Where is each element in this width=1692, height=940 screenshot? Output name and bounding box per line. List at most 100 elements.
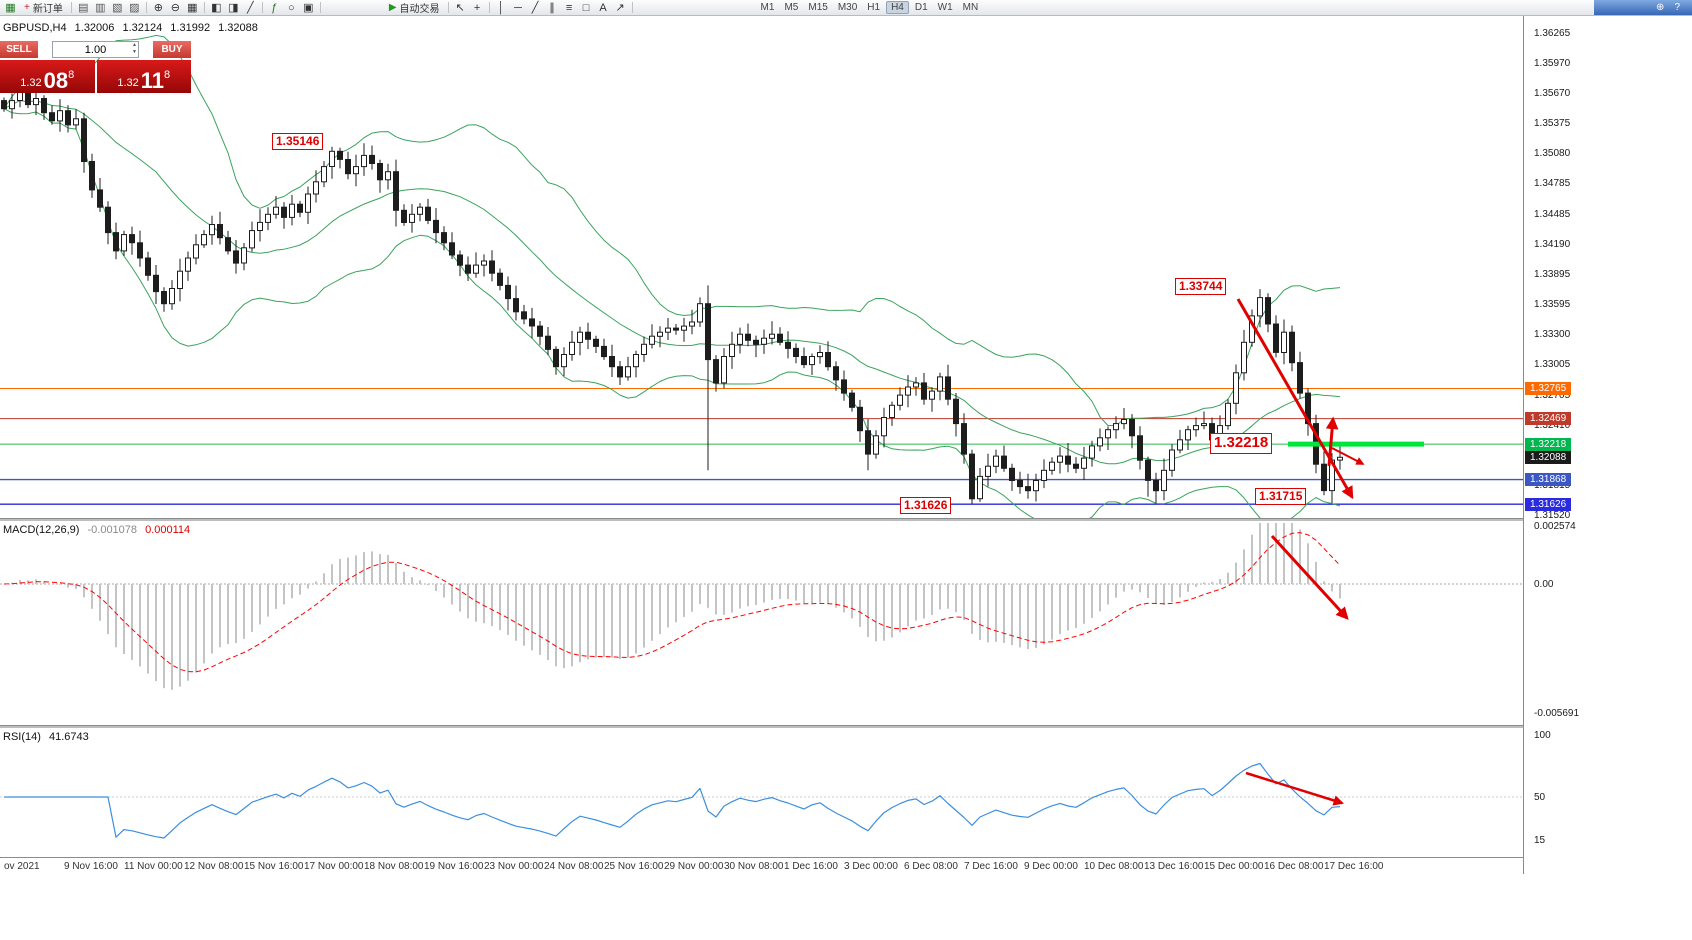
tile-windows-icon[interactable]: ▦: [187, 1, 198, 14]
main-toolbar: ▦ + 新订单 ▤ ▥ ▧ ▨ ⊕ ⊖ ▦ ◧ ◨ ╱ ƒ ○ ▣ ▶ 自动交易 ↖ + │ ─ ╱ ∥ ≡ □ A ↗ M1 M5 M1…: [0, 0, 1692, 16]
panel-splitter[interactable]: [0, 518, 1692, 521]
vertical-line-icon[interactable]: │: [497, 1, 505, 14]
time-axis-label: ov 2021: [4, 861, 40, 872]
candlestick-chart[interactable]: [0, 16, 1523, 518]
price-annotation[interactable]: 1.31626: [900, 497, 952, 514]
toolbar-separator: [631, 2, 633, 13]
volume-stepper[interactable]: ▲ ▼: [132, 42, 137, 56]
timeframe-m1-button[interactable]: M1: [760, 2, 775, 13]
time-axis-label: 3 Dec 00:00: [844, 861, 898, 872]
time-axis-label: 19 Nov 16:00: [424, 861, 484, 872]
time-axis-label: 17 Dec 16:00: [1324, 861, 1384, 872]
macd-chart[interactable]: [0, 521, 1523, 725]
macd-name: MACD(12,26,9): [3, 524, 80, 536]
toolbar-separator: [203, 2, 205, 13]
indicators-icon[interactable]: ƒ: [271, 1, 278, 14]
price-axis-tag: 1.32469: [1525, 412, 1572, 425]
price-chart-panel[interactable]: GBPUSD,H4 1.32006 1.32124 1.31992 1.3208…: [0, 16, 1523, 518]
arrows-icon[interactable]: ↗: [615, 1, 625, 14]
channel-icon[interactable]: ∥: [549, 1, 555, 14]
price-tick-label: 1.36265: [1534, 28, 1571, 39]
trendline-icon[interactable]: ╱: [531, 1, 539, 14]
price-scale[interactable]: 1.36265 1.35970 1.35670 1.35375 1.35080 1.347…: [1523, 16, 1692, 874]
market-watch-icon[interactable]: ▥: [95, 1, 106, 14]
rsi-axis-label: 100: [1534, 730, 1551, 741]
periods-icon[interactable]: ○: [288, 1, 295, 14]
price-tick-label: 1.34190: [1534, 239, 1571, 250]
price-annotation[interactable]: 1.31715: [1255, 488, 1307, 505]
line-chart-icon[interactable]: ╱: [247, 1, 254, 14]
buy-button[interactable]: 1.32 11 8: [96, 60, 191, 93]
sell-price-big: 08: [43, 68, 69, 93]
macd-label: MACD(12,26,9) -0.001078 0.000114: [3, 524, 195, 536]
profiles-icon[interactable]: ▤: [78, 1, 89, 14]
macd-indicator-panel[interactable]: MACD(12,26,9) -0.001078 0.000114: [0, 521, 1523, 725]
rsi-chart[interactable]: [0, 728, 1523, 857]
templates-icon[interactable]: ▣: [303, 1, 314, 14]
new-chart-icon[interactable]: ▦: [5, 1, 16, 14]
toolbar-separator: [145, 2, 147, 13]
zoom-in-icon[interactable]: ⊕: [153, 1, 163, 14]
timeframe-m5-button[interactable]: M5: [784, 2, 799, 13]
time-axis-label: 18 Nov 08:00: [364, 861, 424, 872]
fibonacci-icon[interactable]: ≡: [565, 1, 573, 14]
price-annotation[interactable]: 1.33744: [1175, 278, 1227, 295]
cursor-icon[interactable]: ↖: [455, 1, 465, 14]
spinner-down-icon[interactable]: ▼: [132, 49, 137, 55]
terminal-icon[interactable]: ▨: [129, 1, 140, 14]
time-axis[interactable]: ov 2021 9 Nov 16:00 11 Nov 00:00 12 Nov 08:…: [0, 857, 1692, 875]
search-icon[interactable]: ⊕: [1656, 2, 1665, 13]
volume-input[interactable]: 1.00 ▲ ▼: [52, 41, 139, 58]
timeframe-w1-button[interactable]: W1: [937, 2, 953, 13]
horizontal-line-icon[interactable]: ─: [514, 1, 522, 14]
open-value: 1.32006: [74, 22, 115, 34]
panel-splitter[interactable]: [0, 725, 1692, 728]
macd-signal-value: 0.000114: [145, 524, 191, 536]
symbol-ohlc-info: GBPUSD,H4 1.32006 1.32124 1.31992 1.3208…: [3, 22, 263, 34]
timeframe-mn-button[interactable]: MN: [962, 2, 979, 13]
symbol-period-label: GBPUSD,H4: [3, 22, 67, 34]
auto-trading-button-label: 自动交易: [399, 4, 440, 15]
shapes-icon[interactable]: □: [582, 1, 590, 14]
macd-axis-label: -0.005691: [1534, 708, 1580, 719]
new-order-button-label: 新订单: [32, 4, 63, 15]
price-tick-label: 1.33300: [1534, 329, 1571, 340]
toolbar-separator: [447, 2, 449, 13]
timeframe-d1-button[interactable]: D1: [914, 2, 928, 13]
navigator-icon[interactable]: ▧: [112, 1, 123, 14]
bar-chart-icon[interactable]: ◧: [211, 1, 222, 14]
sell-label-chip[interactable]: SELL: [0, 41, 38, 58]
help-icon[interactable]: ?: [1674, 2, 1680, 13]
time-axis-label: 15 Nov 16:00: [244, 861, 304, 872]
price-annotation[interactable]: 1.32218: [1210, 433, 1273, 454]
crosshair-icon[interactable]: +: [473, 1, 481, 14]
time-axis-label: 9 Nov 16:00: [64, 861, 118, 872]
price-annotation[interactable]: 1.35146: [272, 133, 324, 150]
macd-axis-label: 0.002574: [1534, 521, 1576, 532]
zoom-out-icon[interactable]: ⊖: [170, 1, 180, 14]
candlestick-chart-icon[interactable]: ◨: [228, 1, 239, 14]
timeframe-h1-button[interactable]: H1: [867, 2, 881, 13]
rsi-indicator-panel[interactable]: RSI(14) 41.6743: [0, 728, 1523, 857]
macd-axis-label: 0.00: [1534, 579, 1554, 590]
volume-value: 1.00: [84, 43, 107, 56]
time-axis-label: 6 Dec 08:00: [904, 861, 958, 872]
timeframe-m30-button[interactable]: M30: [837, 2, 858, 13]
toolbar-items: ▦ + 新订单 ▤ ▥ ▧ ▨ ⊕ ⊖ ▦ ◧ ◨ ╱ ƒ ○ ▣ ▶ 自动交易 ↖ + │ ─ ╱ ∥ ≡ □ A ↗: [2, 0, 756, 15]
price-axis-tag: 1.31626: [1525, 498, 1572, 511]
timeframe-m15-button[interactable]: M15: [808, 2, 828, 13]
spinner-up-icon[interactable]: ▲: [132, 42, 137, 48]
time-axis-label: 17 Nov 00:00: [304, 861, 364, 872]
time-axis-label: 13 Dec 16:00: [1144, 861, 1204, 872]
sell-button[interactable]: 1.32 08 8: [0, 60, 95, 93]
auto-trading-button[interactable]: ▶ 自动交易: [384, 0, 445, 15]
price-tick-label: 1.34785: [1534, 178, 1571, 189]
buy-label-chip[interactable]: BUY: [153, 41, 191, 58]
time-axis-label: 30 Nov 08:00: [724, 861, 784, 872]
time-axis-label: 15 Dec 00:00: [1204, 861, 1264, 872]
text-icon[interactable]: A: [599, 1, 607, 14]
price-tick-label: 1.31520: [1534, 510, 1571, 521]
timeframe-h4-button[interactable]: H4: [886, 1, 909, 14]
rsi-axis-label: 15: [1534, 835, 1546, 846]
new-order-button[interactable]: + 新订单: [19, 0, 68, 15]
